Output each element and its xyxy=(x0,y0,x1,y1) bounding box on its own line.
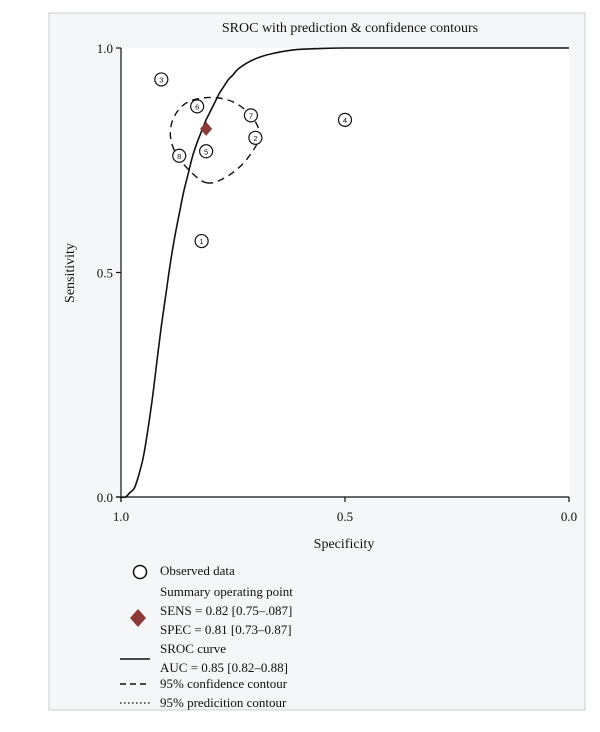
observed-point-5: 5 xyxy=(199,144,214,159)
observed-point-marker xyxy=(199,144,214,159)
observed-point-1: 1 xyxy=(194,233,209,249)
observed-point-label: 6 xyxy=(195,102,199,111)
confidence-contour xyxy=(169,96,261,184)
y-tick-label: 1.0 xyxy=(97,41,113,56)
observed-point-marker xyxy=(172,148,187,163)
chart-title: SROC with prediction & confidence contou… xyxy=(222,21,478,36)
observed-point-7: 7 xyxy=(243,108,259,123)
observed-point-label: 7 xyxy=(249,111,253,120)
observed-point-2: 2 xyxy=(248,130,263,145)
observed-point-marker xyxy=(154,72,169,87)
observed-point-label: 4 xyxy=(343,116,347,125)
observed-point-label: 1 xyxy=(200,237,204,246)
legend-text-spec: SPEC = 0.81 [0.73–0.87] xyxy=(160,622,292,637)
observed-point-4: 4 xyxy=(337,112,353,127)
observed-point-3: 3 xyxy=(154,72,169,87)
axes-group: 0.0 0.5 1.0 1.0 0.5 0.0 xyxy=(97,41,577,524)
y-axis-label: Sensitivity xyxy=(63,243,78,303)
observed-point-8: 8 xyxy=(172,148,187,163)
legend-text-auc: AUC = 0.85 [0.82–0.88] xyxy=(160,660,288,675)
x-tick-label: 0.5 xyxy=(337,509,353,524)
points-group: 1 2 3 4 5 6 7 8 xyxy=(154,72,353,249)
legend-circle-marker xyxy=(132,564,148,580)
observed-point-marker xyxy=(337,112,353,127)
legend-text-sroc: SROC curve xyxy=(160,641,227,656)
legend-text-summary: Summary operating point xyxy=(160,584,293,599)
observed-point-label: 2 xyxy=(253,134,257,143)
curves-group xyxy=(120,47,569,499)
observed-point-label: 8 xyxy=(177,152,181,161)
summary-operating-point xyxy=(200,121,213,136)
y-tick-label: 0.0 xyxy=(97,490,113,505)
y-tick-label: 0.5 xyxy=(97,266,113,281)
x-tick-label: 1.0 xyxy=(113,509,129,524)
observed-point-label: 3 xyxy=(159,75,163,84)
observed-point-marker xyxy=(190,99,205,114)
x-axis-label: Specificity xyxy=(314,537,375,552)
legend-text-observed: Observed data xyxy=(160,563,235,578)
x-tick-label: 0.0 xyxy=(561,509,577,524)
observed-point-marker xyxy=(243,108,259,123)
observed-point-marker xyxy=(248,130,263,145)
sroc-curve xyxy=(120,47,569,499)
observed-point-label: 5 xyxy=(204,147,208,156)
legend-markers xyxy=(120,564,150,704)
observed-point-marker xyxy=(194,233,209,249)
legend-text-sens: SENS = 0.82 [0.75–.087] xyxy=(160,603,293,618)
legend-text-prediction: 95% predicition contour xyxy=(160,695,287,710)
legend-diamond-marker xyxy=(130,609,146,627)
legend-text-confidence: 95% confidence contour xyxy=(160,676,288,691)
observed-point-6: 6 xyxy=(190,99,205,114)
